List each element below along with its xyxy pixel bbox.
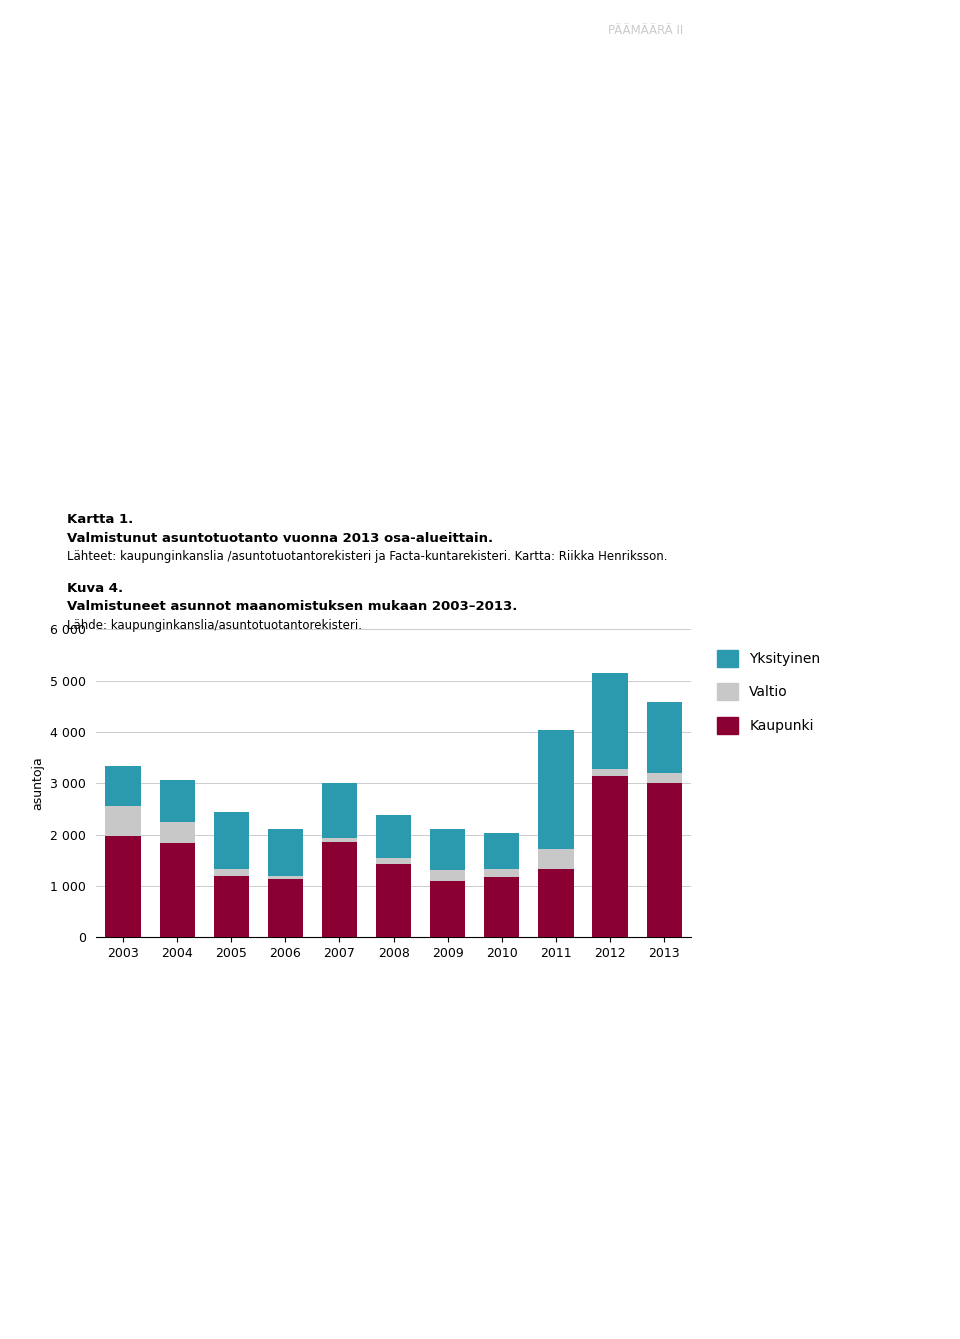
Bar [430,829,466,870]
Bar [268,878,303,937]
Text: ASUNTOTUOTANTO: ASUNTOTUOTANTO [691,24,819,36]
Text: Kartta 1.: Kartta 1. [67,513,133,526]
Bar [106,766,140,806]
Text: Kuva 4.: Kuva 4. [67,582,123,596]
Bar [214,869,249,876]
Text: Valmistuneet asunnot maanomistuksen mukaan 2003–2013.: Valmistuneet asunnot maanomistuksen muka… [67,600,517,613]
Bar [539,849,573,869]
Bar [647,773,682,783]
Bar [268,876,303,878]
Bar [376,865,411,937]
Text: Valmistunut asuntotuotanto vuonna 2013 osa-alueittain.: Valmistunut asuntotuotanto vuonna 2013 o… [67,532,493,545]
Bar [430,870,466,881]
Bar [592,775,628,937]
Bar [484,877,519,937]
Legend: Yksityinen, Valtio, Kaupunki: Yksityinen, Valtio, Kaupunki [717,649,821,734]
Bar [484,833,519,869]
Bar [430,881,466,937]
Bar [647,702,682,773]
Bar [322,838,357,842]
Bar [592,769,628,775]
Bar [376,858,411,865]
Bar [322,783,357,838]
Text: Lähteet: kaupunginkanslia /asuntotuotantorekisteri ja Facta-kuntarekisteri. Kart: Lähteet: kaupunginkanslia /asuntotuotant… [67,550,668,564]
Bar [159,822,195,844]
Bar [539,731,573,849]
Bar [214,876,249,937]
Bar [106,806,140,836]
Bar [106,836,140,937]
Bar [539,869,573,937]
Bar [376,815,411,858]
Bar [159,779,195,822]
Text: PÄÄMÄÄRÄ II: PÄÄMÄÄRÄ II [609,24,691,36]
Bar [268,829,303,876]
Text: 19: 19 [890,21,915,39]
Text: Lähde: kaupunginkanslia/asuntotuotantorekisteri.: Lähde: kaupunginkanslia/asuntotuotantore… [67,619,362,632]
Bar [214,811,249,869]
Bar [647,783,682,937]
Bar [322,842,357,937]
Bar [484,869,519,877]
Y-axis label: asuntoja: asuntoja [32,757,45,810]
Bar [159,844,195,937]
Bar [592,674,628,769]
